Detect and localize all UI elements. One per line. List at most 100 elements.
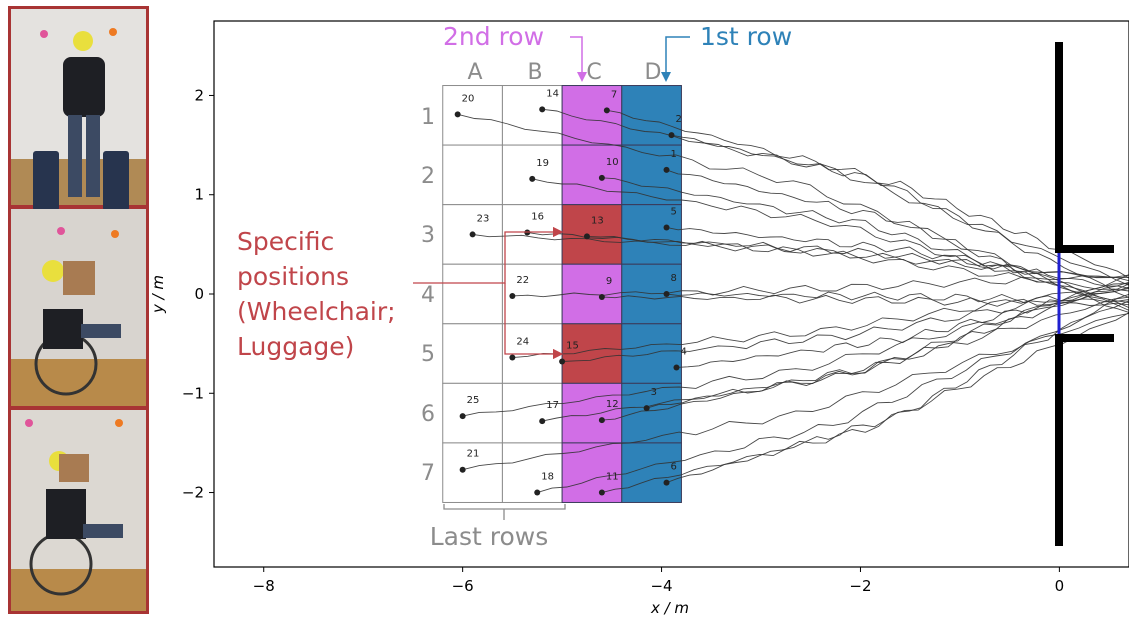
participant-label: 7 [611,89,617,100]
label-specific-3: (Wheelchair; [237,297,396,326]
label-specific-4: Luggage) [237,332,354,361]
start-point [663,479,670,486]
start-point [469,231,476,238]
seat-cell [442,382,503,444]
label-specific-1: Specific [237,227,334,256]
bracket-last-rows [443,504,566,510]
start-point [583,233,590,240]
trajectory-line [666,291,1129,304]
trajectory-line [646,281,1129,409]
seat-cell [621,442,682,503]
participant-label: 16 [531,211,544,222]
y-tick-label: 1 [194,186,204,204]
start-point [509,354,516,361]
arrow-1st-row [665,36,690,80]
start-point [643,405,650,412]
start-point [598,417,605,424]
x-tick-label: 0 [1055,577,1065,595]
y-axis-label: y / m [149,275,167,314]
seat-cell [561,382,623,444]
start-point [663,166,670,173]
start-points: 1234567891011121314151617181920212223242… [454,88,687,496]
start-point [534,489,541,496]
x-tick-label: −2 [849,577,871,595]
label-last-rows: Last rows [430,522,549,551]
trajectory-line [537,300,1129,493]
trajectory-line [462,287,1129,417]
participant-label: 17 [546,400,559,411]
trajectory-line [562,286,1129,362]
x-tick-label: −6 [452,577,474,595]
participant-label: 23 [477,213,490,224]
seat-cell [501,144,563,206]
trajectory-line [676,283,1129,368]
start-point [559,358,566,365]
row-label-6: 6 [421,402,435,427]
seat-cell [442,263,503,325]
x-axis-label: x / m [650,599,689,617]
start-point [668,132,675,139]
participant-label: 25 [467,395,480,406]
start-point [598,293,605,300]
participant-label: 12 [606,399,619,410]
start-point [603,107,610,114]
start-point [598,174,605,181]
y-tick-label: −2 [182,484,204,502]
column-label-d: D [645,60,662,85]
column-label-a: A [467,60,482,85]
participant-label: 6 [671,462,677,473]
start-point [454,111,461,118]
start-point [673,364,680,371]
row-label-1: 1 [421,105,435,130]
seat-cell [621,204,682,265]
trajectory-line [542,296,1129,422]
seat-cell [561,85,623,146]
participant-label: 2 [676,114,682,125]
seat-cell [442,85,503,146]
participant-label: 18 [541,472,554,483]
participant-label: 4 [680,346,686,357]
participant-label: 10 [606,157,619,168]
label-specific-2: positions [237,262,349,291]
participant-label: 20 [462,93,475,104]
start-point [509,292,516,299]
column-label-b: B [527,60,542,85]
trajectory-line [671,134,1129,279]
participant-label: 3 [651,387,657,398]
x-tick-label: −8 [253,577,275,595]
photo-strip-graphic [11,9,146,611]
participant-label: 24 [516,337,529,348]
row-label-4: 4 [421,283,435,308]
annotation-last-rows: Last rows [430,504,566,551]
trajectory-line [527,232,1129,292]
trajectory-line [542,108,1129,286]
trajectory-line [532,178,1129,303]
trajectory-line [512,283,1129,358]
start-point [663,291,670,297]
start-point [539,418,546,425]
seat-cell [501,85,563,146]
arrow-2nd-row [570,36,583,80]
annotation-1st-row: 1st row [661,22,792,82]
y-tick-label: 2 [194,86,204,104]
seat-cell [442,323,503,384]
participant-label: 11 [606,472,619,483]
trajectory-line [512,274,1129,298]
trajectory-line [586,235,1129,282]
bracket-specific [413,226,564,284]
start-point [459,413,466,420]
row-label-7: 7 [421,461,435,486]
start-point [539,106,546,113]
row-label-3: 3 [421,223,435,248]
y-tick-label: −1 [182,384,204,402]
label-2nd-row: 2nd row [443,22,544,51]
participant-label: 15 [566,341,579,352]
row-label-2: 2 [421,164,435,189]
participant-label: 9 [606,276,612,287]
participant-label: 1 [671,149,677,160]
seat-labels: A B C D 1 2 3 4 5 6 7 [421,60,661,486]
participant-photos [8,6,149,614]
row-label-5: 5 [421,342,435,367]
